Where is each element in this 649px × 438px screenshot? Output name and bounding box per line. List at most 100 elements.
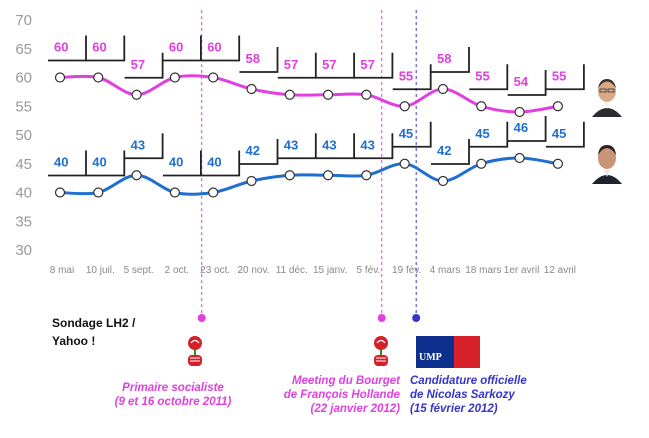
data-label: 40 <box>169 155 183 170</box>
data-point <box>437 175 449 187</box>
caption-line: (9 et 16 octobre 2011) <box>114 396 232 408</box>
y-tick-label: 50 <box>15 127 32 144</box>
y-tick-label: 35 <box>15 213 32 230</box>
source-line-2: Yahoo ! <box>52 334 96 348</box>
data-point <box>246 83 257 95</box>
data-point <box>514 152 525 164</box>
data-label: 60 <box>207 40 221 55</box>
data-label: 60 <box>54 40 68 55</box>
data-point <box>169 187 180 198</box>
caption-line: Candidature officielle <box>410 375 527 387</box>
label-box <box>354 133 394 160</box>
data-label: 43 <box>131 137 145 152</box>
label-box <box>545 121 585 148</box>
y-tick-label: 30 <box>15 242 32 259</box>
caption-line: (15 février 2012) <box>410 403 498 415</box>
data-point <box>284 89 295 100</box>
label-box <box>86 150 126 177</box>
data-point <box>514 106 525 118</box>
data-label: 57 <box>284 57 298 72</box>
caption-line: Meeting du Bourget <box>292 375 400 387</box>
label-box <box>507 116 547 142</box>
label-box <box>201 150 241 177</box>
x-tick-label: 8 mai <box>50 265 74 276</box>
label-box <box>354 52 394 79</box>
data-label: 54 <box>514 74 529 89</box>
data-point <box>437 83 449 95</box>
x-tick-label: 15 janv. <box>313 265 347 276</box>
label-box <box>48 35 87 62</box>
x-tick-label: 23 oct. <box>200 265 230 276</box>
data-label: 46 <box>514 120 528 135</box>
data-label: 40 <box>54 155 68 170</box>
caption-line: de Nicolas Sarkozy <box>410 389 515 401</box>
label-box <box>469 121 509 148</box>
label-box <box>316 52 355 79</box>
label-box <box>86 35 126 62</box>
data-point <box>476 158 487 169</box>
label-box <box>239 47 279 73</box>
event-caption-bourget: Meeting du Bourget de François Hollande … <box>270 374 400 416</box>
data-point <box>93 72 104 83</box>
caption-line: (22 janvier 2012) <box>310 403 400 415</box>
data-point <box>208 72 219 83</box>
y-tick-label: 55 <box>15 98 32 115</box>
data-label: 45 <box>552 126 566 141</box>
label-box <box>316 133 355 160</box>
label-box <box>239 139 279 165</box>
data-label: 55 <box>475 68 489 83</box>
data-point <box>208 187 219 198</box>
data-point <box>323 170 334 181</box>
event-dot <box>197 314 206 322</box>
x-tick-label: 18 mars <box>465 265 501 276</box>
rose-logo-icon <box>374 336 388 366</box>
label-box <box>469 64 509 91</box>
y-tick-label: 70 <box>15 12 32 29</box>
x-tick-label: 12 avril <box>544 265 576 276</box>
data-point <box>284 170 295 181</box>
data-point <box>399 158 410 169</box>
data-point <box>169 72 180 83</box>
x-tick-label: 11 déc. <box>276 265 308 276</box>
label-box <box>431 47 470 73</box>
x-tick-label: 5 sept. <box>124 265 154 276</box>
data-label: 45 <box>399 126 413 141</box>
data-label: 57 <box>360 57 374 72</box>
caption-line: Primaire socialiste <box>122 382 224 394</box>
label-box <box>545 64 585 91</box>
label-box <box>124 133 164 160</box>
data-point <box>93 187 104 198</box>
data-label: 40 <box>207 155 221 170</box>
label-box <box>124 52 164 79</box>
data-label: 45 <box>475 126 489 141</box>
y-tick-label: 65 <box>15 41 32 58</box>
data-label: 60 <box>169 40 183 55</box>
rose-logo-icon <box>188 336 202 366</box>
x-tick-label: 10 juil. <box>86 265 115 276</box>
x-tick-label: 20 nov. <box>237 265 269 276</box>
y-tick-label: 60 <box>15 70 32 87</box>
ump-logo-text: UMP <box>419 352 442 363</box>
data-point <box>246 175 257 187</box>
y-tick-label: 45 <box>15 156 32 173</box>
data-label: 40 <box>92 155 106 170</box>
data-point <box>54 72 66 83</box>
data-label: 42 <box>246 143 260 158</box>
data-label: 57 <box>131 57 145 72</box>
data-point <box>131 89 142 100</box>
label-box <box>392 121 432 148</box>
data-label: 60 <box>92 40 106 55</box>
data-label: 43 <box>322 137 336 152</box>
data-point <box>361 170 372 181</box>
y-tick-label: 40 <box>15 185 32 202</box>
data-point <box>399 101 410 112</box>
label-box <box>162 35 202 62</box>
event-dot <box>377 314 386 322</box>
data-label: 55 <box>399 68 413 83</box>
data-label: 58 <box>437 51 451 66</box>
source-note: Sondage LH2 / Yahoo ! <box>52 314 135 350</box>
event-caption-primaire: Primaire socialiste (9 et 16 octobre 201… <box>108 381 238 409</box>
x-tick-label: 5 fév. <box>357 265 381 276</box>
label-box <box>431 139 470 165</box>
